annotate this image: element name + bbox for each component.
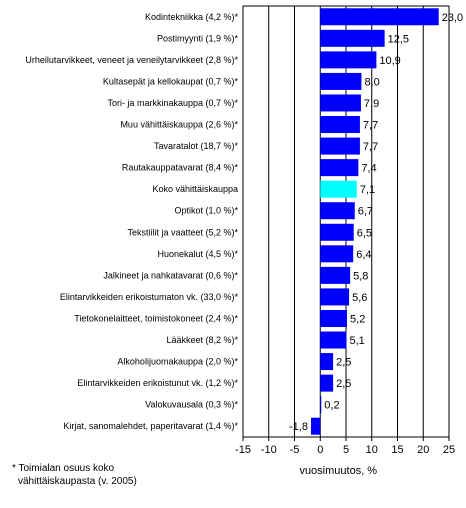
data-label: 2,5 [336, 378, 351, 390]
category-label: Lääkkeet (8,2 %)* [166, 335, 238, 345]
data-label: 5,2 [350, 313, 365, 325]
data-label: 12,5 [388, 33, 409, 45]
data-label: 7,1 [360, 184, 375, 196]
bar [320, 72, 362, 90]
data-label: 10,9 [379, 55, 400, 67]
category-label: Alkoholijuomakauppa (2,0 %)* [117, 357, 238, 367]
x-tick-label: -5 [290, 444, 300, 456]
x-axis-title: vuosimuutos, % [299, 465, 377, 477]
bar [320, 116, 360, 134]
x-tick-label: 10 [366, 444, 378, 456]
data-label: 6,7 [358, 206, 373, 218]
category-label: Muu vähittäiskauppa (2,6 %)* [120, 120, 238, 130]
category-label: Koko vähittäiskauppa [152, 184, 238, 194]
bar [320, 94, 361, 112]
bar [320, 353, 334, 371]
category-label: Kodintekniikka (4,2 %)* [145, 12, 239, 22]
bar [320, 288, 350, 306]
category-label: Kirjat, sanomalehdet, paperitavarat (1,4… [63, 421, 238, 431]
x-tick-label: 20 [417, 444, 429, 456]
data-label: 6,5 [357, 227, 372, 239]
data-label: 5,6 [352, 292, 367, 304]
category-label: Elintarvikkeiden erikoistumaton vk. (33,… [60, 292, 239, 302]
data-label: -1,8 [289, 421, 308, 433]
bar [320, 29, 385, 47]
bar [320, 266, 351, 284]
x-tick-label: 15 [391, 444, 403, 456]
bar [320, 374, 334, 392]
category-label: Tekstiilit ja vaatteet (5,2 %)* [127, 227, 238, 237]
footnote: * Toimialan osuus koko vähittäiskaupasta… [12, 462, 137, 488]
data-label: 5,1 [350, 335, 365, 347]
data-label: 6,4 [356, 249, 371, 261]
x-tick-label: 5 [343, 444, 349, 456]
category-label: Tietokonelaitteet, toimistokoneet (2,4 %… [74, 313, 238, 323]
category-label: Elintarvikkeiden erikoistunut vk. (1,2 %… [77, 378, 238, 388]
x-tick-label: -15 [235, 444, 251, 456]
bar [320, 159, 359, 177]
bar [320, 223, 354, 241]
bar [320, 245, 354, 263]
category-label: Postimyynti (1,9 %)* [157, 33, 239, 43]
category-label: Tori- ja markkinakauppa (0,7 %)* [107, 98, 238, 108]
data-label: 0,2 [324, 400, 339, 412]
x-tick-label: 0 [317, 444, 323, 456]
bar [320, 51, 377, 69]
bar [320, 137, 360, 155]
bar [320, 180, 357, 198]
bar [320, 309, 348, 327]
category-label: Rautakauppatavarat (8,4 %)* [122, 163, 239, 173]
category-label: Valokuvausala (0,3 %)* [145, 400, 238, 410]
data-label: 5,8 [353, 270, 368, 282]
x-tick-label: 25 [443, 444, 455, 456]
category-label: Jalkineet ja nahkatavarat (0,6 %)* [103, 270, 238, 280]
footnote-line-2: vähittäiskaupasta (v. 2005) [18, 476, 137, 487]
data-label: 7,7 [363, 120, 378, 132]
data-label: 8,0 [364, 76, 379, 88]
category-label: Optikot (1,0 %)* [174, 206, 238, 216]
bar [310, 417, 321, 435]
data-label: 23,0 [442, 12, 463, 24]
bar [320, 331, 347, 349]
category-label: Tavaratalot (18,7 %)* [154, 141, 239, 151]
data-label: 2,5 [336, 357, 351, 369]
bar [320, 8, 439, 26]
bar [320, 202, 355, 220]
category-label: Huonekalut (4,5 %)* [157, 249, 238, 259]
data-label: 7,4 [361, 163, 376, 175]
bar [320, 396, 322, 414]
category-label: Urheilutarvikkeet, veneet ja veneilytarv… [25, 55, 238, 65]
data-label: 7,7 [363, 141, 378, 153]
x-tick-label: -10 [261, 444, 277, 456]
category-label: Kultasepät ja kellokaupat (0,7 %)* [103, 76, 239, 86]
data-label: 7,9 [364, 98, 379, 110]
footnote-line-1: * Toimialan osuus koko [12, 463, 115, 474]
